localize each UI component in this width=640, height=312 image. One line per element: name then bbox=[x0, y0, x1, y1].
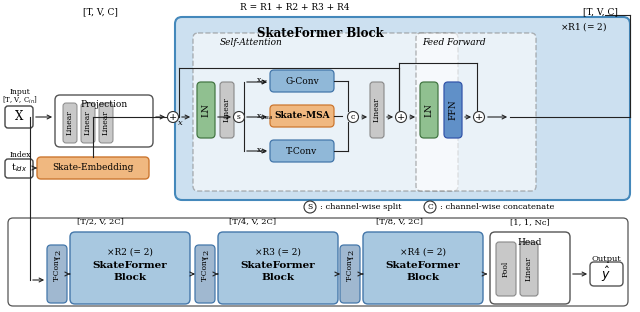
Text: Linear: Linear bbox=[102, 111, 110, 135]
Circle shape bbox=[348, 111, 358, 123]
Text: Index: Index bbox=[9, 151, 31, 159]
FancyBboxPatch shape bbox=[81, 103, 95, 143]
Text: $\times$R1 (= 2): $\times$R1 (= 2) bbox=[559, 21, 607, 33]
Circle shape bbox=[304, 201, 316, 213]
FancyBboxPatch shape bbox=[270, 105, 334, 127]
Text: : channel-wise concatenate: : channel-wise concatenate bbox=[440, 203, 554, 211]
FancyBboxPatch shape bbox=[195, 245, 215, 303]
FancyBboxPatch shape bbox=[193, 33, 458, 191]
Text: Linear: Linear bbox=[66, 111, 74, 135]
Circle shape bbox=[234, 111, 244, 123]
FancyBboxPatch shape bbox=[37, 157, 149, 179]
Text: C: C bbox=[427, 203, 433, 211]
Text: x$_{msa}$: x$_{msa}$ bbox=[256, 112, 273, 122]
Text: Feed Forward: Feed Forward bbox=[422, 38, 486, 47]
Text: Skate-MSA: Skate-MSA bbox=[274, 111, 330, 120]
FancyBboxPatch shape bbox=[270, 140, 334, 162]
Text: [T, V, C$_{in}$]: [T, V, C$_{in}$] bbox=[2, 95, 38, 105]
Circle shape bbox=[168, 111, 179, 123]
FancyBboxPatch shape bbox=[99, 103, 113, 143]
Text: c: c bbox=[351, 113, 355, 121]
Text: T-Conv: T-Conv bbox=[53, 255, 61, 281]
Text: SkateFormer: SkateFormer bbox=[93, 261, 168, 271]
Text: Input: Input bbox=[10, 88, 30, 96]
FancyBboxPatch shape bbox=[5, 159, 33, 178]
Text: SkateFormer Block: SkateFormer Block bbox=[257, 27, 383, 40]
FancyBboxPatch shape bbox=[370, 82, 384, 138]
Text: ×R2 (= 2): ×R2 (= 2) bbox=[107, 247, 153, 256]
Text: ↓2: ↓2 bbox=[53, 248, 61, 260]
Text: $\hat{y}$: $\hat{y}$ bbox=[601, 265, 611, 284]
Text: Self-Attention: Self-Attention bbox=[220, 38, 283, 47]
Text: T-Conv: T-Conv bbox=[286, 147, 317, 155]
Circle shape bbox=[396, 111, 406, 123]
FancyBboxPatch shape bbox=[8, 218, 628, 306]
Text: Block: Block bbox=[113, 274, 147, 282]
Text: G-Conv: G-Conv bbox=[285, 76, 319, 85]
Text: [T, V, C]: [T, V, C] bbox=[582, 7, 618, 17]
FancyBboxPatch shape bbox=[340, 245, 360, 303]
Text: +: + bbox=[475, 113, 483, 121]
FancyBboxPatch shape bbox=[175, 17, 630, 200]
Text: +: + bbox=[397, 113, 405, 121]
Text: [T/8, V, 2C]: [T/8, V, 2C] bbox=[376, 218, 424, 226]
Text: ×R3 (= 2): ×R3 (= 2) bbox=[255, 247, 301, 256]
Circle shape bbox=[474, 111, 484, 123]
Text: X: X bbox=[15, 110, 23, 124]
FancyBboxPatch shape bbox=[363, 232, 483, 304]
FancyBboxPatch shape bbox=[444, 82, 462, 138]
Text: Block: Block bbox=[406, 274, 440, 282]
Text: ↓2: ↓2 bbox=[201, 248, 209, 260]
Text: Linear: Linear bbox=[525, 257, 533, 281]
FancyBboxPatch shape bbox=[63, 103, 77, 143]
Text: R = R1 + R2 + R3 + R4: R = R1 + R2 + R3 + R4 bbox=[240, 3, 349, 12]
Text: Skate-Embedding: Skate-Embedding bbox=[52, 163, 134, 173]
Text: [T/2, V, 2C]: [T/2, V, 2C] bbox=[77, 218, 124, 226]
Text: ×R4 (= 2): ×R4 (= 2) bbox=[400, 247, 446, 256]
Text: s: s bbox=[237, 113, 241, 121]
FancyBboxPatch shape bbox=[47, 245, 67, 303]
Text: x: x bbox=[178, 119, 182, 127]
Text: x$_{gc}$: x$_{gc}$ bbox=[256, 77, 269, 87]
FancyBboxPatch shape bbox=[70, 232, 190, 304]
Text: Pool: Pool bbox=[502, 261, 510, 277]
Text: Linear: Linear bbox=[373, 98, 381, 122]
FancyBboxPatch shape bbox=[420, 82, 438, 138]
FancyBboxPatch shape bbox=[520, 242, 538, 296]
Circle shape bbox=[424, 201, 436, 213]
FancyBboxPatch shape bbox=[416, 33, 536, 191]
Text: [T, V, C]: [T, V, C] bbox=[83, 7, 117, 17]
Text: +: + bbox=[169, 113, 177, 121]
Text: : channel-wise split: : channel-wise split bbox=[320, 203, 401, 211]
FancyBboxPatch shape bbox=[218, 232, 338, 304]
Text: T-Conv: T-Conv bbox=[201, 255, 209, 281]
Text: Projection: Projection bbox=[81, 100, 127, 109]
FancyBboxPatch shape bbox=[5, 106, 33, 128]
Text: t$_{idx}$: t$_{idx}$ bbox=[11, 162, 27, 174]
Text: Output: Output bbox=[591, 255, 621, 263]
Text: Linear: Linear bbox=[223, 98, 231, 122]
Text: ↓2: ↓2 bbox=[346, 248, 354, 260]
Text: FFN: FFN bbox=[449, 100, 458, 120]
Text: S: S bbox=[307, 203, 312, 211]
FancyBboxPatch shape bbox=[490, 232, 570, 304]
Text: Block: Block bbox=[262, 274, 294, 282]
FancyBboxPatch shape bbox=[220, 82, 234, 138]
Text: Linear: Linear bbox=[84, 111, 92, 135]
Text: [1, 1, Nc]: [1, 1, Nc] bbox=[510, 218, 550, 226]
Text: T-Conv: T-Conv bbox=[346, 255, 354, 281]
Text: Head: Head bbox=[518, 238, 542, 247]
Text: [T/4, V, 2C]: [T/4, V, 2C] bbox=[229, 218, 276, 226]
FancyBboxPatch shape bbox=[496, 242, 516, 296]
FancyBboxPatch shape bbox=[270, 70, 334, 92]
Text: SkateFormer: SkateFormer bbox=[241, 261, 316, 271]
Text: SkateFormer: SkateFormer bbox=[386, 261, 460, 271]
Text: LN: LN bbox=[202, 103, 211, 117]
Text: LN: LN bbox=[424, 103, 433, 117]
Text: x$_{tc}$: x$_{tc}$ bbox=[256, 146, 268, 156]
FancyBboxPatch shape bbox=[55, 95, 153, 147]
FancyBboxPatch shape bbox=[590, 262, 623, 286]
FancyBboxPatch shape bbox=[197, 82, 215, 138]
